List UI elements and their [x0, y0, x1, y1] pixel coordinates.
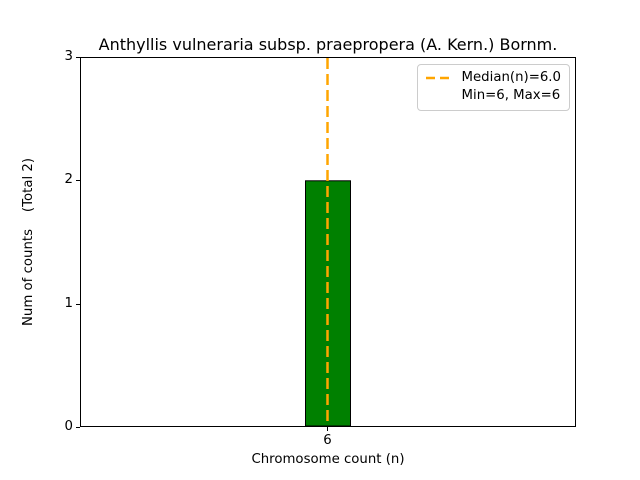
legend: Median(n)=6.0 Min=6, Max=6: [416, 64, 570, 111]
x-tick-label-6: 6: [323, 433, 332, 448]
y-tick-label-3: 3: [64, 49, 73, 64]
y-axis-label: Num of counts (Total 2): [21, 157, 36, 327]
y-tick-mark-1: [76, 303, 80, 305]
legend-entry-median: Median(n)=6.0: [425, 69, 561, 87]
y-tick-label-2: 2: [64, 172, 73, 187]
legend-label-minmax: Min=6, Max=6: [461, 88, 561, 103]
x-axis-label: Chromosome count (n): [251, 452, 405, 467]
y-tick-label-0: 0: [64, 419, 73, 434]
y-tick-label-1: 1: [64, 296, 73, 311]
x-tick-mark-6: [327, 427, 328, 431]
legend-label-median: Median(n)=6.0: [461, 70, 561, 85]
empty-legend-swatch: [426, 87, 454, 105]
y-tick-mark-2: [76, 180, 80, 181]
plot-canvas: [305, 58, 351, 426]
legend-entry-minmax: Min=6, Max=6: [426, 87, 561, 105]
chart-title: Anthyllis vulneraria subsp. praepropera …: [98, 35, 558, 54]
y-tick-mark-0: [76, 426, 80, 428]
plot-area: Median(n)=6.0 Min=6, Max=6: [80, 57, 576, 427]
y-tick-mark-3: [76, 56, 80, 58]
median-line-legend-swatch: [425, 69, 454, 87]
